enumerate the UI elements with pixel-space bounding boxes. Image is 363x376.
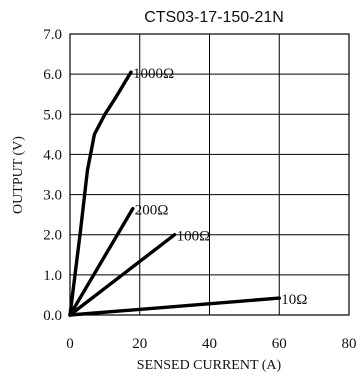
y-tick-label: 1.0 xyxy=(43,268,62,284)
series-line xyxy=(68,70,133,317)
series-line xyxy=(68,296,281,317)
plot-frame xyxy=(69,33,350,316)
x-axis-label: SENSED CURRENT (A) xyxy=(137,358,282,373)
y-tick-label: 4.0 xyxy=(43,147,62,163)
x-tick-labels: 0 20 40 60 80 xyxy=(66,336,356,352)
series-label: 1000Ω xyxy=(133,66,174,82)
x-tick-label: 40 xyxy=(202,336,217,352)
y-axis-label: OUTPUT (V) xyxy=(11,136,26,214)
y-tick-label: 7.0 xyxy=(43,27,62,43)
y-tick-label: 3.0 xyxy=(43,188,62,204)
series-lines xyxy=(68,70,281,317)
series-label: 200Ω xyxy=(135,203,169,219)
x-tick-label: 0 xyxy=(66,336,74,352)
y-tick-label: 6.0 xyxy=(43,67,62,83)
series-label: 10Ω xyxy=(281,292,307,308)
x-tick-label: 60 xyxy=(272,336,287,352)
y-tick-label: 5.0 xyxy=(43,107,62,123)
x-tick-label: 80 xyxy=(342,336,357,352)
series-label: 100Ω xyxy=(177,229,211,245)
series-line xyxy=(68,232,177,317)
y-tick-label: 2.0 xyxy=(43,228,62,244)
series-labels: 1000Ω 200Ω 100Ω 10Ω xyxy=(133,66,307,308)
x-tick-label: 20 xyxy=(132,336,147,352)
y-tick-label: 0.0 xyxy=(43,308,62,324)
series-line xyxy=(68,206,135,317)
y-tick-labels: 0.0 1.0 2.0 3.0 4.0 5.0 6.0 7.0 xyxy=(43,27,62,324)
grid xyxy=(70,34,349,315)
chart-title: CTS03-17-150-21N xyxy=(144,9,284,26)
